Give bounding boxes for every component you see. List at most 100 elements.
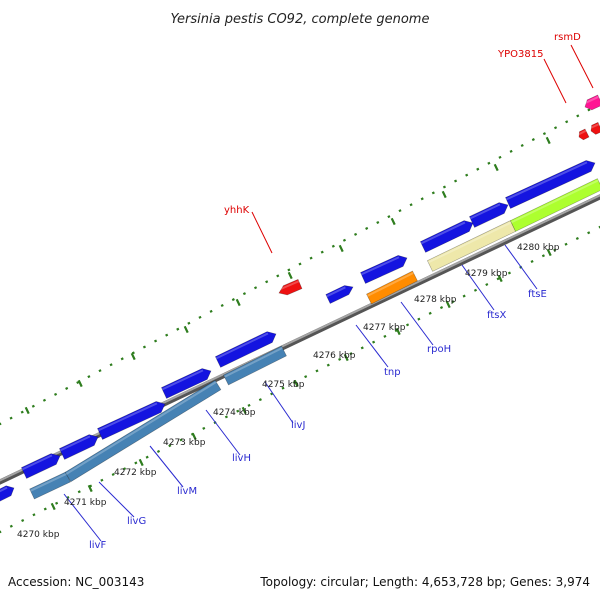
gene-cds-shape [161, 368, 212, 399]
gene-liv-shape [29, 471, 71, 500]
gene-rsmD-shine [583, 95, 599, 105]
label-leader [461, 264, 495, 311]
kbp-tick [191, 432, 197, 441]
outer-dot [120, 357, 124, 361]
inner-dot [383, 334, 387, 338]
outer-dot [342, 238, 347, 242]
outer-dot [0, 422, 2, 426]
kbp-tick [138, 458, 144, 467]
kbp-label: 4275 kbp [262, 380, 305, 390]
outer-dot [387, 215, 391, 219]
inner-dot [575, 237, 579, 241]
inner-dot [405, 323, 410, 327]
gene-tnp-shape [325, 285, 354, 304]
outer-dot [587, 108, 591, 112]
outer-dot [98, 369, 102, 373]
gene-yhhK-shape [278, 279, 303, 296]
inner-dot [372, 340, 376, 344]
label-leader [149, 445, 184, 488]
outer-dot [187, 321, 191, 325]
label-leader [251, 211, 273, 254]
inner-dot [473, 288, 478, 292]
inner-dot [168, 444, 172, 448]
outer-dot [409, 203, 413, 207]
inner-dot [553, 248, 557, 252]
gene-cds [0, 485, 15, 503]
inner-dot [100, 478, 104, 482]
outer-tick [183, 325, 189, 334]
outer-dot [165, 333, 169, 337]
gene-livJ [223, 345, 287, 386]
gene-label-livh: livH [232, 453, 251, 464]
gene-cds [420, 220, 474, 253]
gene-liv [29, 471, 71, 500]
genome-summary-text: Topology: circular; Length: 4,653,728 bp… [259, 575, 590, 589]
gene-red-shine [589, 123, 600, 130]
kbp-tick [87, 484, 93, 493]
outer-tick [77, 379, 83, 388]
inner-dot [111, 472, 115, 476]
inner-dot [417, 317, 421, 321]
outer-tick [545, 136, 551, 145]
gene-cds [59, 434, 99, 460]
outer-tick [130, 352, 136, 361]
inner-dot [507, 271, 511, 275]
gene-rpoH [366, 270, 418, 305]
kbp-label: 4272 kbp [114, 468, 157, 478]
gene-label-ftsx: ftsX [487, 310, 506, 321]
inner-dot [564, 242, 568, 246]
outer-dot [553, 126, 558, 130]
outer-dot [253, 286, 258, 290]
outer-dot [542, 132, 547, 136]
gene-cds-shine [97, 402, 158, 432]
gene-rsmD [583, 94, 600, 111]
label-leader [543, 58, 567, 104]
kbp-tick [50, 502, 56, 511]
outer-dot [476, 167, 480, 171]
inner-dot [32, 513, 36, 517]
gene-label-ftse: ftsE [528, 289, 547, 300]
kbp-tick [497, 274, 503, 283]
gene-label-livm: livM [177, 486, 197, 497]
inner-dot [9, 524, 13, 528]
kbp-tick [445, 300, 451, 309]
outer-dot [520, 143, 524, 147]
gene-label-livg: livG [127, 516, 146, 527]
kbp-label: 4271 kbp [64, 498, 107, 508]
label-leader [400, 301, 434, 346]
inner-dot [439, 306, 444, 310]
inner-dot [247, 403, 251, 407]
inner-dot [587, 231, 591, 235]
inner-dot [338, 357, 342, 361]
inner-dot [315, 369, 319, 373]
outer-dot [565, 120, 569, 124]
gene-red [589, 122, 600, 135]
gene-label-livj: livJ [291, 420, 305, 431]
outer-dot [287, 268, 291, 272]
inner-dot [55, 501, 59, 505]
outer-dot [87, 375, 91, 379]
gene-tnp [325, 285, 354, 304]
gene-cds-shine [21, 454, 53, 471]
gene-cds-shine [420, 221, 466, 245]
inner-dot [349, 352, 353, 356]
label-leader [205, 409, 241, 456]
gene-rpoH-shape [366, 270, 418, 305]
label-leader [63, 493, 102, 542]
gene-cds [21, 453, 61, 479]
gene-YPO3815-shape [578, 128, 590, 141]
outer-dot [142, 345, 147, 349]
inner-dot [451, 300, 455, 304]
outer-dot [276, 274, 280, 278]
outer-dot [320, 250, 324, 254]
inner-dot [179, 438, 183, 442]
outer-dot [431, 191, 435, 195]
gene-cds-shape [21, 453, 61, 479]
gene-liv-shine [30, 472, 67, 492]
outer-dot [9, 416, 13, 420]
outer-tick [338, 244, 344, 253]
inner-dot [462, 294, 466, 298]
outer-dot [176, 327, 180, 331]
gene-label-ypo3815: YPO3815 [497, 49, 543, 60]
